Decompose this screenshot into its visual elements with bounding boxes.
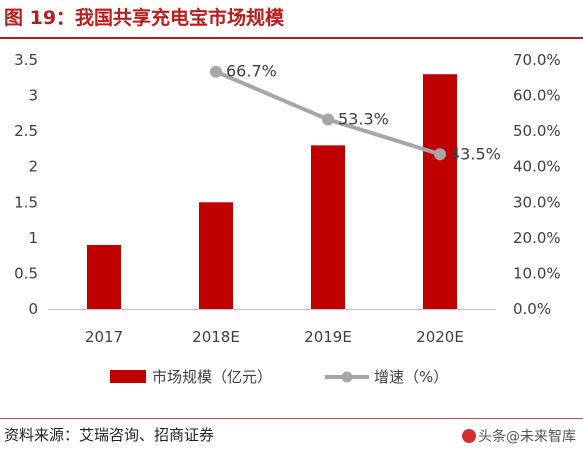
figure-title: 图 19：我国共享充电宝市场规模	[4, 7, 285, 29]
bar-2020E	[423, 74, 457, 309]
y-right-tick-label: 20.0%	[513, 229, 561, 247]
growth-point-2019E	[322, 113, 334, 126]
bar-series	[48, 74, 496, 310]
y-right-tick-label: 70.0%	[513, 51, 561, 69]
y-left-tick-label: 2	[28, 158, 38, 176]
growth-data-label: 66.7%	[226, 62, 277, 81]
growth-data-label: 43.5%	[450, 144, 501, 163]
y-right-tick-label: 10.0%	[513, 264, 561, 282]
y-left-tick-label: 0.5	[14, 264, 38, 282]
growth-data-label: 53.3%	[338, 109, 389, 128]
right-axis-tick-labels: 0.0% 10.0% 20.0% 30.0% 40.0% 50.0% 60.0% 70.0%	[513, 51, 561, 318]
y-right-tick-label: 60.0%	[513, 87, 561, 105]
left-axis-tick-labels: 0 0.5 1 1.5 2 2.5 3 3.5	[14, 51, 38, 318]
growth-line	[215, 69, 441, 157]
y-left-tick-label: 1	[28, 229, 38, 247]
y-left-tick-label: 3.5	[14, 51, 38, 69]
y-right-tick-label: 50.0%	[513, 122, 561, 140]
line-series: 66.7% 53.3% 43.5%	[210, 62, 501, 163]
watermark-text: 头条@未来智库	[478, 429, 576, 445]
chart: 0 0.5 1 1.5 2 2.5 3 3.5 0.0% 10.0% 20.0% 30.0% 40.0…	[14, 51, 561, 386]
legend-bar-label: 市场规模（亿元）	[152, 368, 272, 386]
legend: 市场规模（亿元） 增速（%）	[110, 368, 448, 386]
legend-bar-swatch	[110, 370, 146, 383]
growth-point-2020E	[434, 148, 446, 161]
y-right-tick-label: 40.0%	[513, 158, 561, 176]
bottom-rule	[0, 418, 583, 419]
bar-2019E	[311, 145, 345, 309]
x-tick-label: 2020E	[416, 328, 464, 346]
source-note: 资料来源：艾瑞咨询、招商证券	[4, 426, 215, 444]
title-rule	[0, 37, 583, 39]
x-tick-label: 2019E	[304, 328, 352, 346]
y-left-tick-label: 1.5	[14, 193, 38, 211]
watermark-logo-icon	[462, 429, 476, 443]
growth-point-2018E	[210, 65, 222, 78]
x-axis-tick-labels: 2017 2018E 2019E 2020E	[85, 328, 464, 346]
y-left-tick-label: 3	[28, 87, 38, 105]
x-tick-label: 2017	[85, 328, 123, 346]
bar-2018E	[199, 202, 233, 309]
legend-line-marker	[341, 371, 353, 383]
y-left-tick-label: 0	[28, 300, 38, 318]
y-right-tick-label: 0.0%	[513, 300, 551, 318]
y-right-tick-label: 30.0%	[513, 193, 561, 211]
legend-line-label: 增速（%）	[374, 368, 448, 386]
watermark: 头条@未来智库	[462, 426, 576, 446]
x-tick-label: 2018E	[192, 328, 240, 346]
bar-2017	[87, 244, 121, 309]
y-left-tick-label: 2.5	[14, 122, 38, 140]
